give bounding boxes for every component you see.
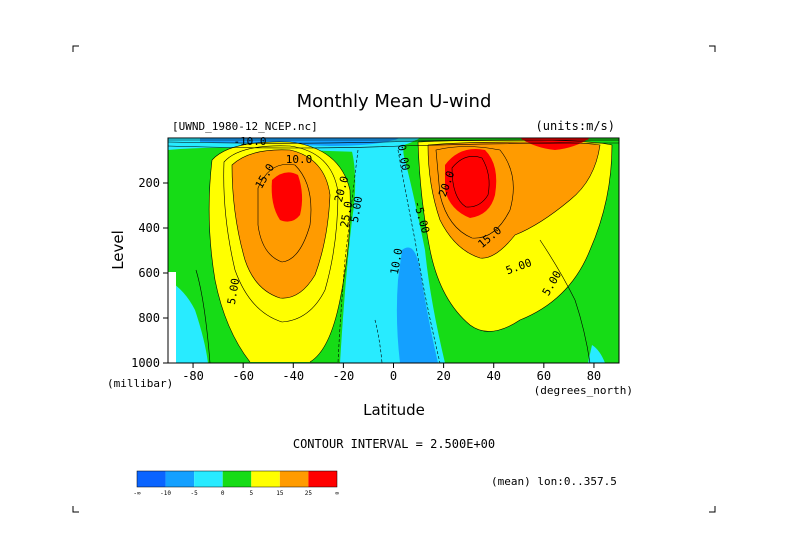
contour-label: 25.0	[338, 200, 355, 228]
x-tick-label: -60	[232, 369, 254, 383]
dataset-label: [UWND_1980-12_NCEP.nc]	[172, 120, 318, 133]
x-tick-label: 80	[587, 369, 601, 383]
contour-label: 5.00	[348, 195, 365, 223]
colorbar-swatch	[279, 471, 309, 487]
contour-interval: CONTOUR INTERVAL = 2.500E+00	[293, 437, 495, 451]
colorbar-label: 15	[276, 490, 284, 497]
contour-label: 5.00	[225, 277, 242, 305]
x-tick-label: -80	[182, 369, 204, 383]
colorbar: -∞ -10 -5 0 5 15 25 ∞	[133, 470, 339, 497]
y-tick-label: 200	[138, 176, 160, 190]
sh-jet-core	[271, 172, 303, 222]
units-label: (units:m/s)	[536, 119, 615, 133]
colorbar-swatch	[251, 471, 280, 487]
contour-label: 0.00	[395, 143, 412, 171]
colorbar-label: 5	[249, 490, 253, 497]
x-axis-ticks: -80 -60 -40 -20 0 20 40 60 80	[182, 363, 601, 383]
colorbar-swatch	[165, 471, 195, 487]
y-tick-label: 400	[138, 221, 160, 235]
x-axis-title: Latitude	[363, 401, 425, 419]
x-axis-units: (degrees_north)	[534, 384, 633, 397]
y-tick-label: 1000	[131, 356, 160, 370]
colorbar-swatch	[308, 471, 337, 487]
x-tick-label: 0	[390, 369, 397, 383]
colorbar-frame	[136, 470, 338, 488]
colorbar-label: 0	[221, 490, 225, 497]
colorbar-label: -5	[191, 490, 199, 497]
mean-note: (mean) lon:0..357.5	[491, 475, 617, 488]
contour-label: 10.0	[388, 247, 405, 275]
y-tick-label: 800	[138, 311, 160, 325]
band-north-polar	[588, 345, 605, 363]
chart-title: Monthly Mean U-wind	[297, 91, 492, 112]
sh-jet-band-15-25	[232, 149, 330, 299]
colorbar-label: 25	[305, 490, 313, 497]
x-tick-label: 20	[436, 369, 450, 383]
y-axis-title: Level	[109, 230, 127, 270]
colorbar-swatch	[137, 471, 166, 487]
colorbar-label: -10	[160, 490, 171, 497]
colorbar-swatch	[194, 471, 223, 487]
x-tick-label: -40	[282, 369, 304, 383]
contour-label: -10.0	[233, 135, 266, 148]
y-axis-units: (millibar)	[107, 377, 173, 390]
x-tick-label: 40	[486, 369, 500, 383]
band-negative-10-5	[396, 247, 438, 363]
plot-area	[168, 138, 619, 363]
colorbar-swatch	[222, 471, 252, 487]
x-tick-label: 60	[537, 369, 551, 383]
colorbar-label: -∞	[133, 490, 141, 497]
y-tick-label: 600	[138, 266, 160, 280]
missing-data	[168, 272, 176, 363]
contour-label: 10.0	[286, 153, 313, 166]
corner-marks	[72, 45, 716, 513]
x-tick-label: -20	[333, 369, 355, 383]
contour-lines	[195, 139, 613, 363]
colorbar-label: ∞	[335, 490, 339, 497]
band-south-polar	[168, 280, 208, 363]
y-axis-ticks: 200 400 600 800 1000	[131, 176, 168, 370]
